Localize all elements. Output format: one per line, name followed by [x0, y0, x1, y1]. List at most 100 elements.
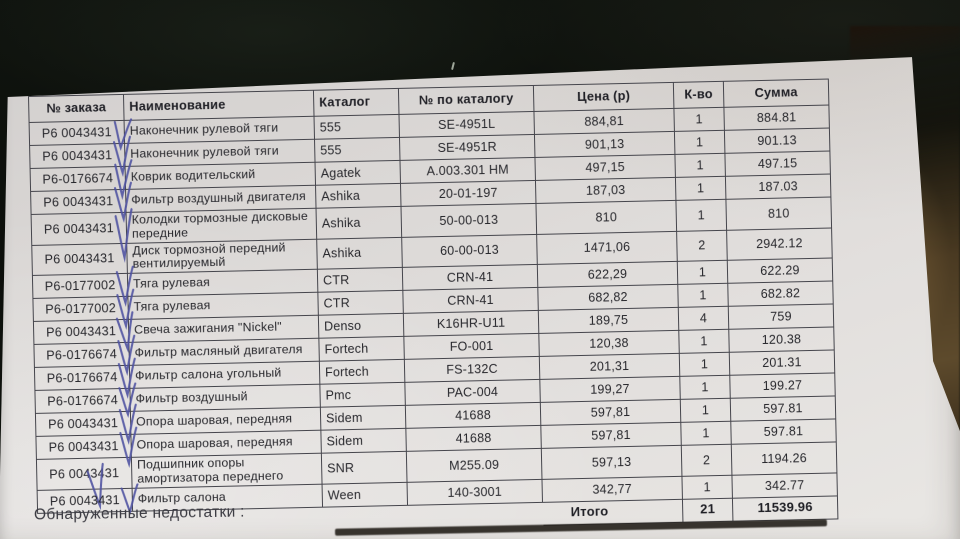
order-number: P6-0176674 [47, 393, 119, 409]
qty-cell: 1 [680, 421, 732, 446]
price-cell: 597,81 [540, 422, 682, 449]
qty-cell: 2 [681, 444, 732, 476]
order-cell: P6 0043431 [33, 311, 134, 353]
order-number: P6-0177002 [45, 301, 117, 317]
parts-table: № заказа Наименование Каталог № по катал… [28, 79, 838, 537]
sum-cell: 187.03 [725, 174, 831, 200]
qty-cell: 1 [674, 153, 726, 178]
qty-cell: 1 [681, 474, 733, 499]
sum-cell: 884.81 [723, 105, 830, 131]
catalog-no-cell: CRN-41 [402, 287, 539, 314]
qty-cell: 1 [675, 199, 727, 231]
qty-cell: 1 [673, 107, 725, 132]
catalog-no-cell: 41688 [405, 425, 542, 452]
order-number: P6 0043431 [43, 194, 114, 210]
catalog-cell: Sidem [320, 405, 406, 431]
catalog-cell: 555 [314, 137, 400, 163]
price-cell: 597,13 [541, 445, 682, 479]
sum-cell: 2942.12 [726, 227, 833, 261]
catalog-cell: CTR [317, 267, 403, 293]
name-cell: Колодки тормозные дисковые передние [126, 208, 317, 243]
col-header-price: Цена (р) [533, 82, 674, 112]
sum-cell: 120.38 [728, 327, 835, 353]
qty-cell: 1 [674, 130, 725, 155]
col-header-qty: К-во [673, 81, 724, 109]
qty-cell: 4 [678, 306, 729, 331]
parts-table-body: P6 0043431 Наконечник рулевой тяги 555 S… [29, 105, 838, 515]
total-label: Итого [542, 498, 683, 525]
order-cell: P6 0043431 [29, 135, 131, 178]
catalog-no-cell: K16HR-U11 [403, 310, 539, 337]
col-header-catalog-no: № по каталогу [398, 85, 534, 115]
order-cell: P6 0043431 [31, 242, 128, 276]
order-cell: P6 0043431 [30, 181, 132, 224]
order-number: P6 0043431 [49, 465, 120, 482]
catalog-no-cell: SE-4951L [398, 111, 535, 138]
order-number: P6 0043431 [42, 148, 113, 164]
name-cell: Диск тормозной передний вентилируемый [126, 238, 318, 274]
qty-cell: 1 [679, 375, 731, 400]
order-cell: P6-0177002 [32, 288, 135, 331]
catalog-no-cell: PAC-004 [404, 379, 541, 406]
qty-cell: 2 [676, 229, 728, 262]
catalog-no-cell: 140-3001 [407, 478, 543, 505]
order-cell: P6 0043431 [35, 426, 138, 469]
price-cell: 1471,06 [536, 230, 678, 265]
catalog-cell: 555 [314, 114, 400, 140]
qty-cell: 1 [678, 329, 730, 354]
parts-invoice: № заказа Наименование Каталог № по катал… [28, 79, 838, 537]
price-cell: 884,81 [533, 108, 675, 135]
price-cell: 189,75 [538, 307, 679, 334]
order-cell: P6-0177002 [32, 265, 134, 308]
qty-cell: 1 [680, 398, 731, 423]
order-number: P6 0043431 [44, 251, 115, 267]
order-cell: P6-0176674 [33, 334, 136, 377]
catalog-cell: Fortech [318, 336, 405, 362]
total-qty: 21 [682, 497, 733, 522]
qty-cell: 1 [677, 283, 729, 308]
order-cell: P6 0043431 [31, 208, 133, 264]
order-number: P6-0177002 [44, 278, 116, 294]
catalog-cell: Pmc [319, 382, 406, 408]
order-number: P6 0043431 [41, 125, 112, 141]
catalog-cell: Ashika [315, 183, 401, 209]
order-number: P6 0043431 [48, 439, 119, 455]
catalog-cell: Agatek [315, 160, 401, 186]
qty-cell: 1 [675, 176, 726, 201]
price-cell: 342,77 [541, 475, 683, 502]
qty-cell: 1 [677, 260, 728, 285]
catalog-cell: Denso [318, 313, 404, 339]
sum-cell: 682.82 [727, 281, 834, 307]
catalog-no-cell: A.003.301 HM [399, 157, 536, 184]
order-number: P6-0176674 [46, 370, 118, 386]
order-number: P6-0176674 [46, 347, 118, 363]
qty-cell: 1 [679, 352, 730, 377]
sum-cell: 759 [728, 304, 834, 330]
catalog-no-cell: CRN-41 [402, 264, 538, 291]
catalog-cell: CTR [317, 290, 404, 316]
catalog-cell: Fortech [319, 359, 405, 385]
sum-cell: 622.29 [727, 258, 833, 284]
price-cell: 810 [535, 200, 677, 234]
price-cell: 187,03 [535, 177, 676, 204]
sum-cell: 199.27 [729, 373, 836, 399]
price-cell: 622,29 [537, 261, 678, 288]
catalog-no-cell: FS-132C [404, 356, 540, 383]
defects-note: Обнаруженные недостатки : [33, 503, 245, 524]
catalog-cell: Sidem [320, 428, 407, 454]
price-cell: 597,81 [540, 399, 681, 426]
order-cell: P6 0043431 [29, 118, 133, 151]
order-number: P6 0043431 [43, 220, 115, 237]
catalog-cell: Ashika [316, 236, 403, 270]
price-cell: 120,38 [538, 330, 680, 357]
catalog-no-cell: 41688 [405, 402, 541, 429]
sum-cell: 1194.26 [731, 442, 837, 475]
sum-cell: 901.13 [724, 128, 830, 154]
catalog-no-cell: 20-01-197 [400, 180, 536, 207]
sum-cell: 342.77 [731, 472, 838, 498]
order-cell: P6 0043431 [36, 457, 133, 511]
col-header-catalog: Каталог [313, 88, 399, 117]
name-cell: Подшипник опоры амортизатора переднего [131, 453, 323, 488]
